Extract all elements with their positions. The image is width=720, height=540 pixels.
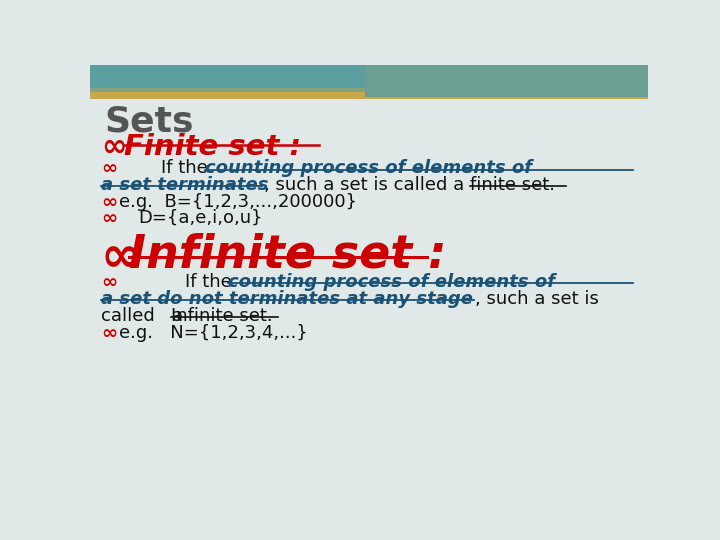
Text: , such a set is called a: , such a set is called a: [264, 176, 464, 194]
Text: finite set.: finite set.: [469, 176, 554, 194]
Text: a set do not terminates at any stage: a set do not terminates at any stage: [101, 289, 473, 308]
Text: If the: If the: [161, 159, 208, 177]
Text: called   a: called a: [101, 307, 183, 325]
Text: e.g.   N={1,2,3,4,...}: e.g. N={1,2,3,4,...}: [120, 323, 308, 341]
Text: If the: If the: [184, 273, 231, 291]
Text: Infinite set.: Infinite set.: [171, 307, 273, 325]
Bar: [90, 65, 365, 88]
Text: ∞: ∞: [101, 193, 117, 212]
Bar: [90, 83, 365, 92]
Text: counting process of elements of: counting process of elements of: [204, 159, 532, 177]
Text: , such a set is: , such a set is: [475, 289, 599, 308]
Text: ∞: ∞: [101, 159, 117, 178]
Bar: [90, 65, 648, 99]
Text: e.g.  B={1,2,3,...,200000}: e.g. B={1,2,3,...,200000}: [120, 193, 357, 211]
Text: ∞: ∞: [101, 273, 117, 292]
Bar: [365, 65, 648, 97]
Text: Finite set :: Finite set :: [124, 132, 301, 160]
Text: Infinite set :: Infinite set :: [129, 233, 446, 278]
Text: ∞: ∞: [101, 323, 117, 342]
Text: ∞: ∞: [101, 233, 141, 281]
Text: ∞: ∞: [101, 132, 126, 161]
Text: a set terminates: a set terminates: [101, 176, 269, 194]
Text: Sets: Sets: [104, 105, 194, 139]
Text: D={a,e,i,o,u}: D={a,e,i,o,u}: [138, 209, 263, 227]
Text: counting process of elements of: counting process of elements of: [228, 273, 555, 291]
Text: ∞: ∞: [101, 209, 117, 228]
